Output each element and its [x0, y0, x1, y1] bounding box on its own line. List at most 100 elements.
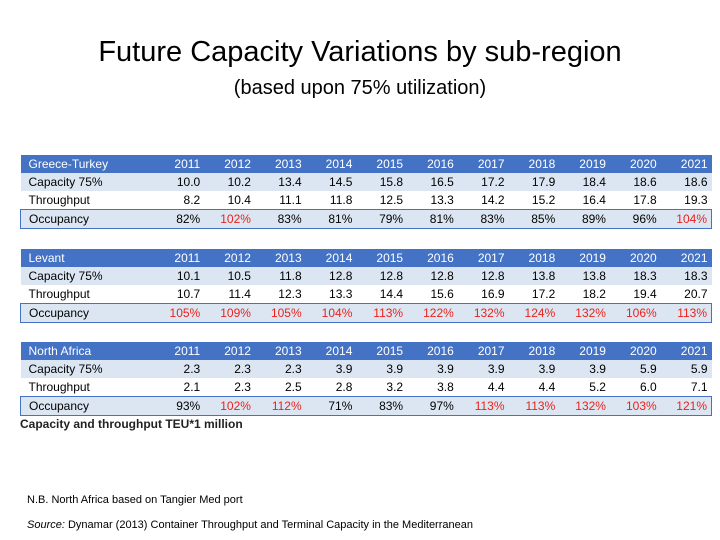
table-cell: 83%: [254, 209, 306, 229]
year-header: 2019: [559, 155, 610, 173]
table-cell: 96%: [609, 209, 661, 229]
year-header: 2013: [254, 249, 306, 267]
year-header: 2018: [508, 155, 560, 173]
slide-title: Future Capacity Variations by sub-region: [98, 36, 622, 68]
table-cell: 3.9: [356, 360, 408, 378]
table-cell: 121%: [660, 396, 712, 416]
year-header: 2019: [559, 249, 610, 267]
table-cell: 2.1: [183, 380, 201, 394]
table-cell: 10.1: [153, 267, 205, 285]
year-header: 2011: [153, 155, 205, 173]
year-header: 2013: [254, 342, 306, 360]
year-header: 2020: [609, 249, 661, 267]
table-cell: 10.2: [204, 173, 255, 191]
table-cell: 113%: [660, 303, 712, 323]
source-label: Source:: [27, 519, 65, 531]
source-citation: Source: Dynamar (2013) Container Through…: [27, 519, 473, 531]
table-cell: 15.2: [531, 193, 556, 207]
table-cell: 13.3: [329, 287, 353, 301]
table-cell: 102%: [204, 396, 255, 416]
table-row: Throughput 2.1 2.3 2.5 2.8 3.2 3.8 4.4 4.4 5.2 6.0…: [21, 378, 712, 397]
table-cell: 17.2: [531, 287, 556, 301]
year-header: 2014: [305, 155, 357, 173]
table-row: Occupancy 82% 102% 83% 81% 79% 81% 83% 85% 89% 96%…: [20, 209, 712, 229]
table-cell: 2.3: [153, 360, 205, 378]
year-header: 2012: [204, 249, 255, 267]
table-cell: 105%: [254, 303, 306, 323]
year-header: 2011: [153, 342, 205, 360]
table-cell: 2.8: [335, 380, 353, 394]
table-cell: 81%: [305, 209, 357, 229]
table-cell: 10.4: [227, 193, 251, 207]
year-header: 2016: [407, 249, 458, 267]
table-cell: 132%: [457, 303, 509, 323]
table-cell: 11.1: [279, 193, 302, 207]
row-label: Occupancy: [20, 303, 154, 323]
table-cell: 7.1: [690, 380, 708, 394]
row-label: Capacity 75%: [20, 360, 154, 378]
table-cell: 19.3: [684, 193, 708, 207]
year-header: 2014: [305, 249, 357, 267]
table-cell: 13.3: [430, 193, 454, 207]
table-cell: 83%: [356, 396, 408, 416]
table-row: Occupancy 105% 109% 105% 104% 113% 122% 132% 124…: [20, 303, 712, 323]
table-cell: 85%: [508, 209, 560, 229]
row-label: Throughput: [28, 380, 90, 394]
table-cell: 20.7: [684, 287, 708, 301]
table-cell: 19.4: [633, 287, 657, 301]
table-cell: 11.4: [228, 287, 251, 301]
table-cell: 10.0: [153, 173, 205, 191]
table-cell: 6.0: [640, 380, 657, 394]
table-cell: 13.8: [559, 267, 610, 285]
year-header: 2019: [559, 342, 610, 360]
table-cell: 109%: [204, 303, 255, 323]
header-row: Levant 2011 2012 2013 2014 2015 2016 2017 2018 20…: [20, 249, 712, 267]
table-cell: 12.5: [379, 193, 404, 207]
table-cell: 12.8: [457, 267, 509, 285]
year-header: 2021: [660, 342, 712, 360]
region-table-greece-turkey: Greece-Turkey 2011 2012 2013 2014 2015 2016 201…: [20, 155, 712, 229]
header-row: Greece-Turkey 2011 2012 2013 2014 2015 2016 201…: [20, 155, 712, 173]
region-name: Greece-Turkey: [20, 155, 154, 173]
table-cell: 4.4: [487, 380, 505, 394]
table-cell: 3.9: [407, 360, 458, 378]
table-cell: 18.6: [609, 173, 661, 191]
table-cell: 2.5: [284, 380, 302, 394]
table-cell: 132%: [559, 396, 610, 416]
table-cell: 15.8: [356, 173, 408, 191]
table-row: Throughput 10.7 11.4 12.3 13.3 14.4 15.6 16.9 17…: [21, 285, 712, 304]
table-cell: 2.3: [254, 360, 306, 378]
table-cell: 10.5: [204, 267, 255, 285]
table-cell: 112%: [254, 396, 306, 416]
region-table-levant: Levant 2011 2012 2013 2014 2015 2016 2017 2018 20…: [20, 249, 712, 323]
year-header: 2013: [254, 155, 306, 173]
row-label: Capacity 75%: [20, 173, 154, 191]
table-cell: 132%: [559, 303, 610, 323]
table-row: Capacity 75% 10.1 10.5 11.8 12.8 12.8 12.8 12.8…: [20, 267, 712, 285]
row-label: Capacity 75%: [20, 267, 154, 285]
table-cell: 5.2: [589, 380, 606, 394]
year-header: 2015: [356, 155, 408, 173]
table-row: Capacity 75% 10.0 10.2 13.4 14.5 15.8 16.5 17.2…: [20, 173, 712, 191]
year-header: 2012: [204, 155, 255, 173]
table-cell: 103%: [609, 396, 661, 416]
table-row: Occupancy 93% 102% 112% 71% 83% 97% 113% 113% 132…: [20, 396, 712, 416]
table-cell: 5.9: [660, 360, 712, 378]
table-cell: 4.4: [538, 380, 556, 394]
footnote: N.B. North Africa based on Tangier Med p…: [27, 494, 243, 506]
year-header: 2011: [153, 249, 205, 267]
table-cell: 3.8: [437, 380, 454, 394]
table-row: Capacity 75% 2.3 2.3 2.3 3.9 3.9 3.9 3.9 3.9 3.9 5…: [20, 360, 712, 378]
year-header: 2016: [407, 342, 458, 360]
row-label: Occupancy: [20, 396, 154, 416]
year-header: 2015: [356, 342, 408, 360]
table-cell: 106%: [609, 303, 661, 323]
table-cell: 89%: [559, 209, 610, 229]
table-cell: 3.9: [457, 360, 509, 378]
table-cell: 5.9: [609, 360, 661, 378]
table-cell: 82%: [153, 209, 205, 229]
table-cell: 113%: [457, 396, 509, 416]
year-header: 2018: [508, 249, 560, 267]
year-header: 2018: [508, 342, 560, 360]
table-cell: 102%: [204, 209, 255, 229]
